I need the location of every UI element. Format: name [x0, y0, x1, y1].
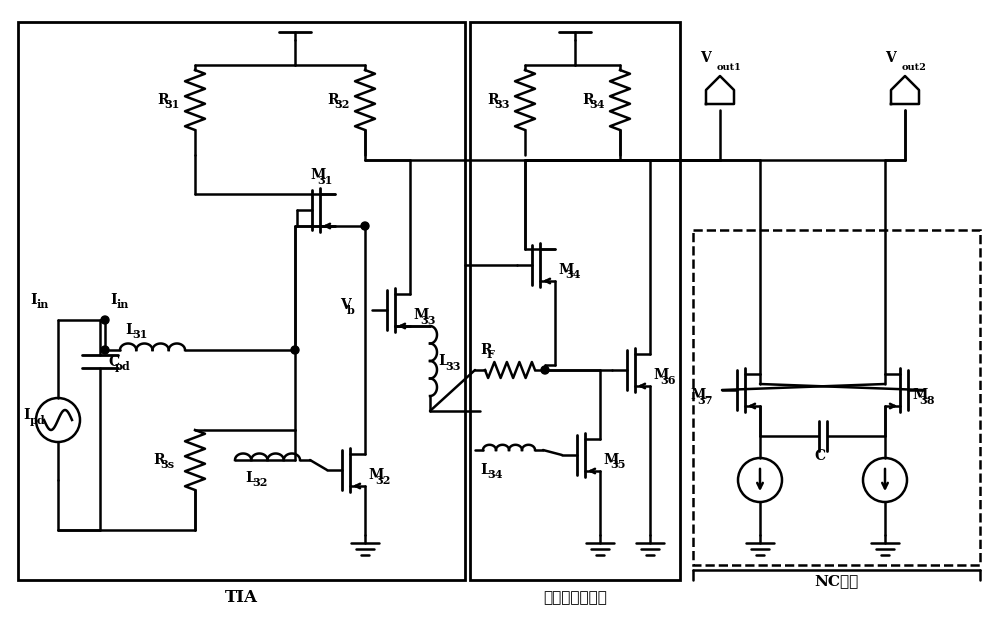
Text: M: M [310, 168, 325, 182]
Text: 32: 32 [334, 99, 349, 111]
Text: TIA: TIA [225, 589, 258, 606]
Text: R: R [582, 93, 594, 107]
Text: C: C [108, 355, 119, 369]
Text: pd: pd [115, 361, 131, 373]
Circle shape [361, 222, 369, 230]
Text: R: R [157, 93, 168, 107]
Text: L: L [438, 354, 448, 368]
Text: 34: 34 [565, 270, 580, 281]
Bar [470, 22, 680, 580]
Text: 33: 33 [494, 99, 510, 111]
Text: 31: 31 [164, 99, 179, 111]
Text: R: R [327, 93, 338, 107]
Text: out1: out1 [717, 63, 742, 72]
Text: 33: 33 [445, 361, 460, 371]
Text: R: R [153, 453, 164, 467]
Circle shape [291, 346, 299, 354]
Text: M: M [368, 468, 383, 482]
Text: b: b [347, 304, 355, 315]
Text: in: in [117, 299, 129, 310]
Text: I: I [23, 408, 30, 422]
Text: in: in [37, 299, 49, 310]
Text: 38: 38 [919, 394, 934, 406]
Text: 32: 32 [252, 478, 267, 489]
Text: 33: 33 [420, 314, 436, 325]
Text: 35: 35 [610, 460, 626, 471]
Text: NC电路: NC电路 [814, 574, 859, 588]
Text: V: V [340, 298, 351, 312]
Text: V: V [885, 51, 896, 65]
Text: 37: 37 [697, 394, 712, 406]
Text: 3s: 3s [160, 460, 174, 471]
Text: M: M [690, 388, 705, 402]
Text: M: M [558, 263, 573, 277]
Text: 单端转差分电路: 单端转差分电路 [543, 591, 607, 605]
Text: C: C [814, 449, 826, 463]
Text: pd: pd [30, 414, 46, 425]
Text: I: I [110, 293, 117, 307]
Text: 31: 31 [132, 330, 147, 340]
Text: L: L [480, 463, 490, 477]
Circle shape [541, 366, 549, 374]
Text: L: L [125, 323, 135, 337]
Text: L: L [245, 471, 255, 485]
Text: V: V [700, 51, 711, 65]
Text: F: F [487, 350, 495, 361]
Text: R: R [487, 93, 498, 107]
Text: M: M [603, 453, 618, 467]
Text: R: R [480, 343, 492, 357]
Text: I: I [30, 293, 37, 307]
Text: out2: out2 [902, 63, 927, 72]
Text: 31: 31 [317, 175, 332, 186]
Circle shape [101, 316, 109, 324]
Circle shape [101, 346, 109, 354]
Text: 34: 34 [589, 99, 604, 111]
Text: M: M [912, 388, 927, 402]
Text: 32: 32 [375, 474, 390, 486]
Text: 34: 34 [487, 469, 503, 481]
Text: M: M [413, 308, 428, 322]
Text: 36: 36 [660, 374, 676, 386]
Bar [693, 230, 980, 565]
Bar [18, 22, 465, 580]
Text: M: M [653, 368, 668, 382]
